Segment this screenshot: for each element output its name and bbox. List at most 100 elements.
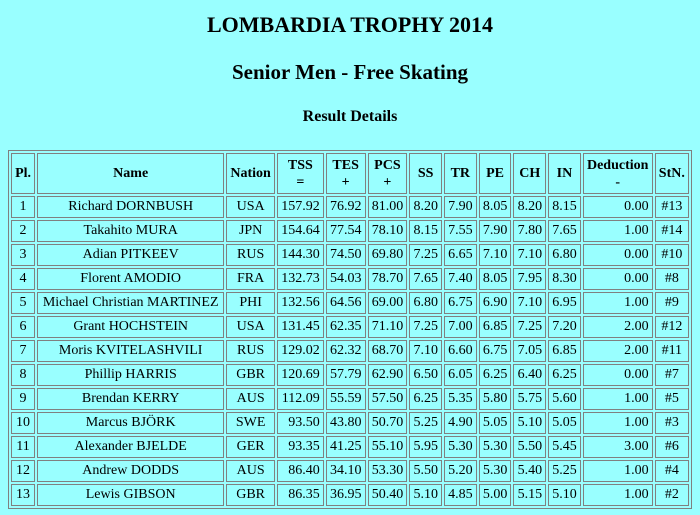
cell-in: 6.85 — [548, 340, 581, 362]
cell-stn: #9 — [654, 292, 689, 314]
cell-in: 6.95 — [548, 292, 581, 314]
column-header-pe: PE — [478, 153, 512, 194]
cell-ch: 7.25 — [513, 316, 547, 338]
cell-in: 8.15 — [548, 196, 581, 218]
cell-tss: 93.35 — [277, 436, 324, 458]
cell-stn: #4 — [654, 460, 689, 482]
column-header-label: TES — [332, 157, 359, 173]
cell-ch: 7.80 — [513, 220, 547, 242]
column-header-tes: TES + — [325, 153, 366, 194]
cell-tes: 57.79 — [325, 364, 366, 386]
cell-deduction: 1.00 — [582, 220, 653, 242]
cell-in: 7.20 — [548, 316, 581, 338]
cell-stn: #12 — [654, 316, 689, 338]
cell-ch: 5.10 — [513, 412, 547, 434]
column-header-label: Name — [113, 166, 149, 181]
cell-name: Andrew DODDS — [37, 460, 225, 482]
cell-ss: 6.50 — [409, 364, 442, 386]
cell-deduction: 1.00 — [582, 412, 653, 434]
cell-ch: 5.75 — [513, 388, 547, 410]
cell-pl: 12 — [11, 460, 36, 482]
cell-ch: 5.50 — [513, 436, 547, 458]
cell-pl: 3 — [11, 244, 36, 266]
cell-name: Richard DORNBUSH — [37, 196, 225, 218]
cell-deduction: 0.00 — [582, 196, 653, 218]
cell-pl: 8 — [11, 364, 36, 386]
cell-tes: 62.32 — [325, 340, 366, 362]
cell-pe: 7.90 — [478, 220, 512, 242]
column-header-label: PE — [486, 166, 504, 181]
cell-ss: 7.25 — [409, 244, 442, 266]
cell-ss: 6.80 — [409, 292, 442, 314]
cell-tr: 5.30 — [443, 436, 477, 458]
cell-nation: RUS — [226, 340, 275, 362]
cell-pcs: 69.00 — [367, 292, 408, 314]
cell-deduction: 0.00 — [582, 364, 653, 386]
cell-nation: PHI — [226, 292, 275, 314]
cell-tss: 120.69 — [277, 364, 324, 386]
cell-tss: 131.45 — [277, 316, 324, 338]
cell-deduction: 2.00 — [582, 316, 653, 338]
cell-deduction: 1.00 — [582, 484, 653, 506]
cell-pe: 8.05 — [478, 196, 512, 218]
column-header-tr: TR — [443, 153, 477, 194]
column-header-symbol: + — [383, 174, 392, 190]
cell-nation: USA — [226, 196, 275, 218]
column-header-pcs: PCS + — [367, 153, 408, 194]
table-row: 2 Takahito MURA JPN 154.64 77.54 78.10 8.15 7.5… — [11, 220, 689, 242]
cell-tes: 34.10 — [325, 460, 366, 482]
cell-pcs: 53.30 — [367, 460, 408, 482]
cell-name: Grant HOCHSTEIN — [37, 316, 225, 338]
cell-pl: 5 — [11, 292, 36, 314]
cell-name: Takahito MURA — [37, 220, 225, 242]
cell-in: 5.45 — [548, 436, 581, 458]
cell-tr: 4.90 — [443, 412, 477, 434]
cell-tr: 6.65 — [443, 244, 477, 266]
table-row: 8 Phillip HARRIS GBR 120.69 57.79 62.90 6.50 6.… — [11, 364, 689, 386]
cell-tss: 86.35 — [277, 484, 324, 506]
cell-tes: 77.54 — [325, 220, 366, 242]
cell-tss: 129.02 — [277, 340, 324, 362]
cell-deduction: 0.00 — [582, 244, 653, 266]
cell-pe: 6.75 — [478, 340, 512, 362]
cell-nation: RUS — [226, 244, 275, 266]
cell-pl: 6 — [11, 316, 36, 338]
cell-name: Alexander BJELDE — [37, 436, 225, 458]
column-header-label: PCS — [374, 157, 401, 173]
column-header-nation: Nation — [226, 153, 275, 194]
column-header-label: TSS — [287, 157, 313, 173]
cell-pe: 6.90 — [478, 292, 512, 314]
cell-tr: 6.05 — [443, 364, 477, 386]
table-body: 1 Richard DORNBUSH USA 157.92 76.92 81.00 8.20… — [11, 196, 689, 506]
table-row: 6 Grant HOCHSTEIN USA 131.45 62.35 71.10 7.25 7… — [11, 316, 689, 338]
cell-ss: 5.25 — [409, 412, 442, 434]
cell-tes: 62.35 — [325, 316, 366, 338]
cell-ch: 7.10 — [513, 244, 547, 266]
cell-pe: 5.05 — [478, 412, 512, 434]
cell-pl: 13 — [11, 484, 36, 506]
column-header-symbol: = — [296, 174, 305, 190]
cell-pcs: 68.70 — [367, 340, 408, 362]
cell-ss: 6.25 — [409, 388, 442, 410]
cell-pe: 5.00 — [478, 484, 512, 506]
cell-tes: 54.03 — [325, 268, 366, 290]
cell-ch: 6.40 — [513, 364, 547, 386]
table-row: 13 Lewis GIBSON GBR 86.35 36.95 50.40 5.10 4.85… — [11, 484, 689, 506]
cell-ch: 7.05 — [513, 340, 547, 362]
cell-in: 8.30 — [548, 268, 581, 290]
cell-tes: 41.25 — [325, 436, 366, 458]
cell-tes: 74.50 — [325, 244, 366, 266]
column-header-label: Deduction — [586, 157, 649, 173]
cell-in: 5.05 — [548, 412, 581, 434]
cell-pe: 7.10 — [478, 244, 512, 266]
cell-tss: 157.92 — [277, 196, 324, 218]
cell-ch: 8.20 — [513, 196, 547, 218]
cell-pe: 8.05 — [478, 268, 512, 290]
cell-name: Moris KVITELASHVILI — [37, 340, 225, 362]
table-row: 9 Brendan KERRY AUS 112.09 55.59 57.50 6.25 5.3… — [11, 388, 689, 410]
cell-ch: 7.95 — [513, 268, 547, 290]
cell-nation: GBR — [226, 484, 275, 506]
table-row: 7 Moris KVITELASHVILI RUS 129.02 62.32 68.70 7… — [11, 340, 689, 362]
cell-in: 5.25 — [548, 460, 581, 482]
cell-deduction: 2.00 — [582, 340, 653, 362]
